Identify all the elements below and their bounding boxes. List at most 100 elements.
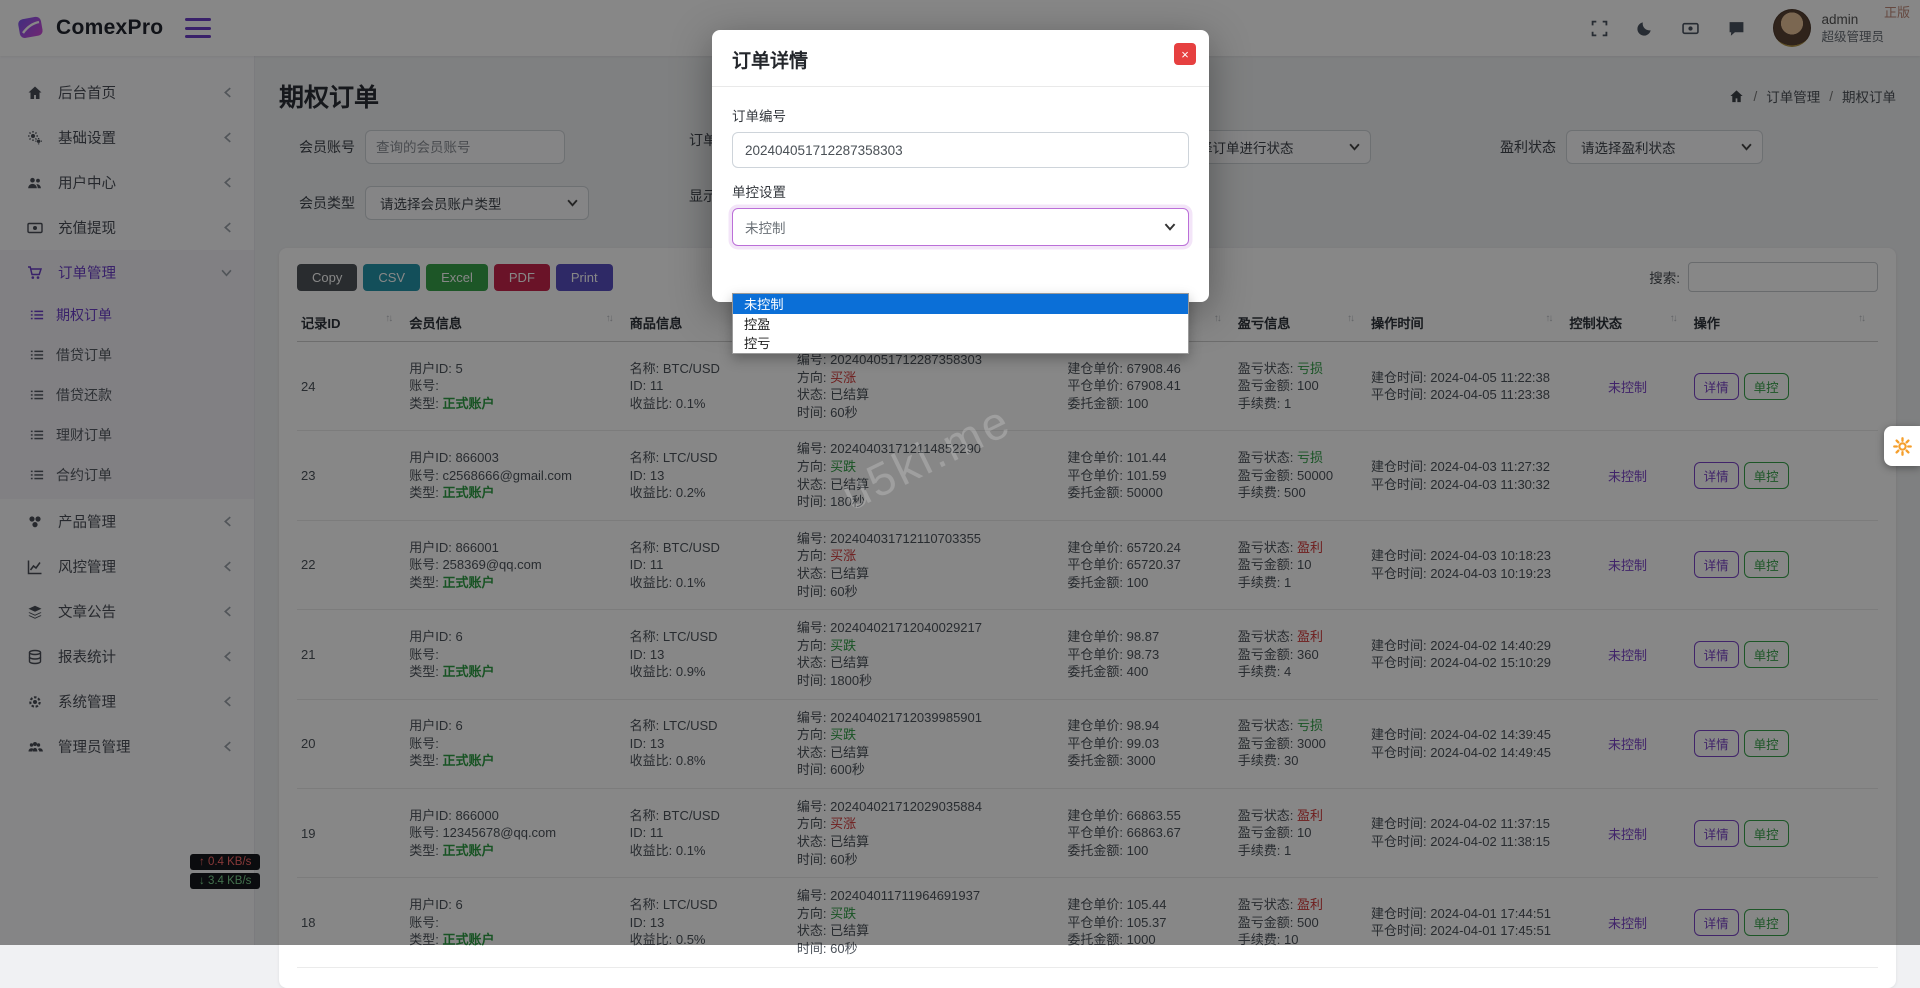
sidebar-item-order-management[interactable]: 订单管理: [0, 250, 254, 295]
single-control-button[interactable]: 单控: [1743, 819, 1789, 847]
print-button[interactable]: Print: [555, 263, 613, 291]
order-no-input[interactable]: [732, 132, 1189, 168]
sidebar-item-wealth-orders[interactable]: 理财订单: [0, 415, 254, 455]
col-header-member-info[interactable]: 会员信息 ↑↓: [405, 304, 626, 342]
control-status-cell: 未控制: [1565, 609, 1690, 700]
pdf-button[interactable]: PDF: [493, 263, 550, 291]
member-type-select[interactable]: 请选择会员账户类型: [365, 186, 589, 220]
operation-time-cell: 建仓时间: 2024-04-02 14:39:45 平仓时间: 2024-04-…: [1366, 699, 1566, 789]
sidebar-item-loan-orders[interactable]: 借贷订单: [0, 335, 254, 375]
member-info-cell: 用户ID: 866000 账号: 12345678@qq.com 类型: 正式账…: [405, 788, 626, 879]
breadcrumb-option-orders[interactable]: 期权订单: [1842, 90, 1896, 105]
control-status-badge: 未控制: [1607, 737, 1647, 753]
chevron-left-icon: [223, 741, 232, 752]
sidebar-item-system-management[interactable]: 系统管理: [0, 679, 254, 724]
col-header-operation-time[interactable]: 操作时间 ↑↓: [1366, 304, 1566, 342]
sidebar-item-risk-management[interactable]: 风控管理: [0, 544, 254, 589]
sidebar: 后台首页 基础设置 用户中心 充值提现 订单管理 期权订单 借贷订单: [0, 56, 255, 945]
single-control-button[interactable]: 单控: [1743, 640, 1789, 668]
sidebar-item-loan-repayment[interactable]: 借贷还款: [0, 375, 254, 415]
download-speed: ↓ 3.4 KB/s: [190, 873, 261, 889]
sidebar-item-dashboard[interactable]: 后台首页: [0, 70, 254, 115]
detail-button[interactable]: 详情: [1693, 819, 1739, 847]
list-icon: [30, 428, 44, 442]
single-control-button[interactable]: 单控: [1743, 908, 1789, 936]
close-icon[interactable]: ×: [1174, 43, 1196, 65]
pnl-info-cell: 盈亏状态: 亏损 盈亏金额: 50000 手续费: 500: [1233, 430, 1367, 521]
actions-cell: 详情 单控: [1689, 430, 1878, 521]
dropdown-option-uncontrolled[interactable]: 未控制: [733, 294, 1188, 314]
col-header-actions[interactable]: 操作 ↑↓: [1689, 304, 1878, 342]
table-row: 20 用户ID: 6 账号: 类型: 正式账户 名称: LTC/USD ID: …: [297, 699, 1878, 789]
record-id-cell: 21: [297, 609, 406, 700]
control-status-cell: 未控制: [1565, 341, 1690, 432]
record-id-cell: 20: [297, 699, 406, 789]
sidebar-item-reports[interactable]: 报表统计: [0, 634, 254, 679]
modal-title: 订单详情: [732, 51, 809, 72]
topbar-actions: admin 超级管理员: [1591, 9, 1920, 47]
dropdown-option-control-profit[interactable]: 控盈: [744, 316, 771, 332]
sidebar-item-contract-orders[interactable]: 合约订单: [0, 455, 254, 495]
order-info-cell: 编号: 202404031712110703355 方向: 买涨 状态: 已结算…: [792, 520, 1064, 611]
col-header-record-id[interactable]: 记录ID ↑↓: [297, 304, 406, 342]
control-status-badge: 未控制: [1607, 469, 1647, 485]
detail-button[interactable]: 详情: [1693, 908, 1739, 936]
detail-button[interactable]: 详情: [1693, 730, 1739, 758]
detail-button[interactable]: 详情: [1693, 551, 1739, 579]
order-info-cell: 编号: 202404021712040029217 方向: 买跌 状态: 已结算…: [792, 609, 1064, 700]
hamburger-menu-icon[interactable]: [185, 16, 212, 40]
single-control-button[interactable]: 单控: [1743, 372, 1789, 400]
fullscreen-icon[interactable]: [1591, 20, 1608, 37]
col-header-control-status[interactable]: 控制状态 ↑↓: [1565, 304, 1690, 342]
network-speed-badge: ↑ 0.4 KB/s ↓ 3.4 KB/s: [190, 854, 261, 889]
money-icon[interactable]: [1681, 20, 1700, 37]
chart-line-icon: [27, 559, 43, 575]
dark-mode-moon-icon[interactable]: [1636, 20, 1653, 37]
chat-icon[interactable]: [1728, 20, 1745, 37]
sidebar-item-product-management[interactable]: 产品管理: [0, 499, 254, 544]
control-setting-select[interactable]: 未控制: [732, 208, 1189, 246]
member-account-label: 会员账号: [299, 139, 355, 155]
detail-button[interactable]: 详情: [1693, 372, 1739, 400]
order-no-label: 订单: [689, 132, 717, 148]
shapes-icon: [27, 514, 43, 530]
sidebar-item-option-orders[interactable]: 期权订单: [0, 295, 254, 335]
csv-button[interactable]: CSV: [363, 263, 421, 291]
list-icon: [30, 388, 44, 402]
sidebar-item-user-center[interactable]: 用户中心: [0, 160, 254, 205]
single-control-button[interactable]: 单控: [1743, 730, 1789, 758]
pnl-info-cell: 盈亏状态: 亏损 盈亏金额: 100 手续费: 1: [1233, 341, 1367, 432]
record-id-cell: 24: [297, 341, 406, 432]
member-account-input[interactable]: [365, 130, 565, 164]
avatar[interactable]: [1773, 9, 1812, 47]
brand: ComexPro: [0, 14, 255, 42]
dropdown-option-control-loss[interactable]: 控亏: [744, 336, 771, 352]
control-status-badge: 未控制: [1607, 558, 1647, 574]
corner-watermark: 正版: [1883, 5, 1910, 20]
admin-profile[interactable]: admin 超级管理员: [1773, 9, 1884, 47]
detail-button[interactable]: 详情: [1693, 462, 1739, 490]
single-control-button[interactable]: 单控: [1743, 462, 1789, 490]
sidebar-item-articles[interactable]: 文章公告: [0, 589, 254, 634]
price-info-cell: 建仓单价: 67908.46 平仓单价: 67908.41 委托金额: 100: [1063, 341, 1234, 432]
col-header-pnl-info[interactable]: 盈亏信息 ↑↓: [1233, 304, 1367, 342]
search-input[interactable]: [1688, 262, 1878, 292]
home-icon[interactable]: [1729, 89, 1744, 104]
settings-fab[interactable]: [1884, 426, 1920, 466]
actions-cell: 详情 单控: [1689, 788, 1878, 879]
chevron-left-icon: [223, 606, 232, 617]
brand-logo-icon: [18, 16, 43, 38]
order-info-cell: 编号: 202404051712287358303 方向: 买涨 状态: 已结算…: [792, 341, 1064, 432]
chevron-down-icon: [221, 268, 232, 277]
sidebar-item-admin-management[interactable]: 管理员管理: [0, 724, 254, 769]
single-control-button[interactable]: 单控: [1743, 551, 1789, 579]
sidebar-item-deposit-withdraw[interactable]: 充值提现: [0, 205, 254, 250]
detail-button[interactable]: 详情: [1693, 640, 1739, 668]
sidebar-item-basic-settings[interactable]: 基础设置: [0, 115, 254, 160]
copy-button[interactable]: Copy: [297, 263, 358, 291]
excel-button[interactable]: Excel: [426, 263, 488, 291]
profit-status-select[interactable]: 请选择盈利状态: [1566, 130, 1763, 164]
product-info-cell: 名称: LTC/USD ID: 13 收益比: 0.9%: [625, 609, 793, 700]
export-toolbar: Copy CSV Excel PDF Print: [297, 263, 613, 291]
breadcrumb-order-management[interactable]: 订单管理: [1766, 90, 1821, 105]
